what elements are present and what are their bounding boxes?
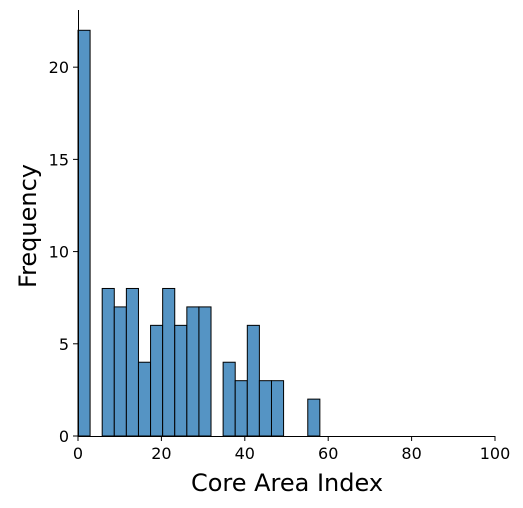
x-tick-label: 20 bbox=[151, 444, 171, 463]
bars-group bbox=[77, 29, 321, 437]
histogram-bar bbox=[246, 324, 260, 437]
y-axis-label: Frequency bbox=[14, 164, 42, 288]
x-tick-label: 80 bbox=[401, 444, 421, 463]
histogram-bar bbox=[186, 306, 200, 437]
x-axis-label: Core Area Index bbox=[191, 469, 383, 497]
histogram-bar bbox=[258, 380, 272, 437]
histogram-bar bbox=[270, 380, 285, 437]
y-tick-label: 5 bbox=[59, 335, 69, 354]
x-tick-label: 100 bbox=[480, 444, 511, 463]
histogram-bar bbox=[150, 324, 164, 437]
histogram-bar bbox=[198, 306, 212, 437]
histogram-bar bbox=[125, 287, 139, 437]
histogram-bar bbox=[137, 361, 152, 437]
histogram-bar bbox=[113, 306, 127, 437]
histogram-bar bbox=[77, 29, 91, 437]
y-tick-label: 15 bbox=[49, 150, 69, 169]
x-tick-label: 0 bbox=[73, 444, 83, 463]
x-tick-label: 40 bbox=[235, 444, 255, 463]
histogram-bar bbox=[234, 380, 248, 437]
y-tick-label: 0 bbox=[59, 427, 69, 446]
x-tick-label: 60 bbox=[318, 444, 338, 463]
histogram-bar bbox=[101, 287, 115, 437]
histogram-bar bbox=[174, 324, 188, 437]
y-tick-label: 10 bbox=[49, 243, 69, 262]
histogram-bar bbox=[307, 398, 321, 437]
ticks-group: 0 20 40 60 80 100 0 5 10 15 20 bbox=[49, 58, 511, 463]
y-tick-label: 20 bbox=[49, 58, 69, 77]
histogram-bar bbox=[162, 287, 176, 437]
histogram-bar bbox=[222, 361, 236, 437]
